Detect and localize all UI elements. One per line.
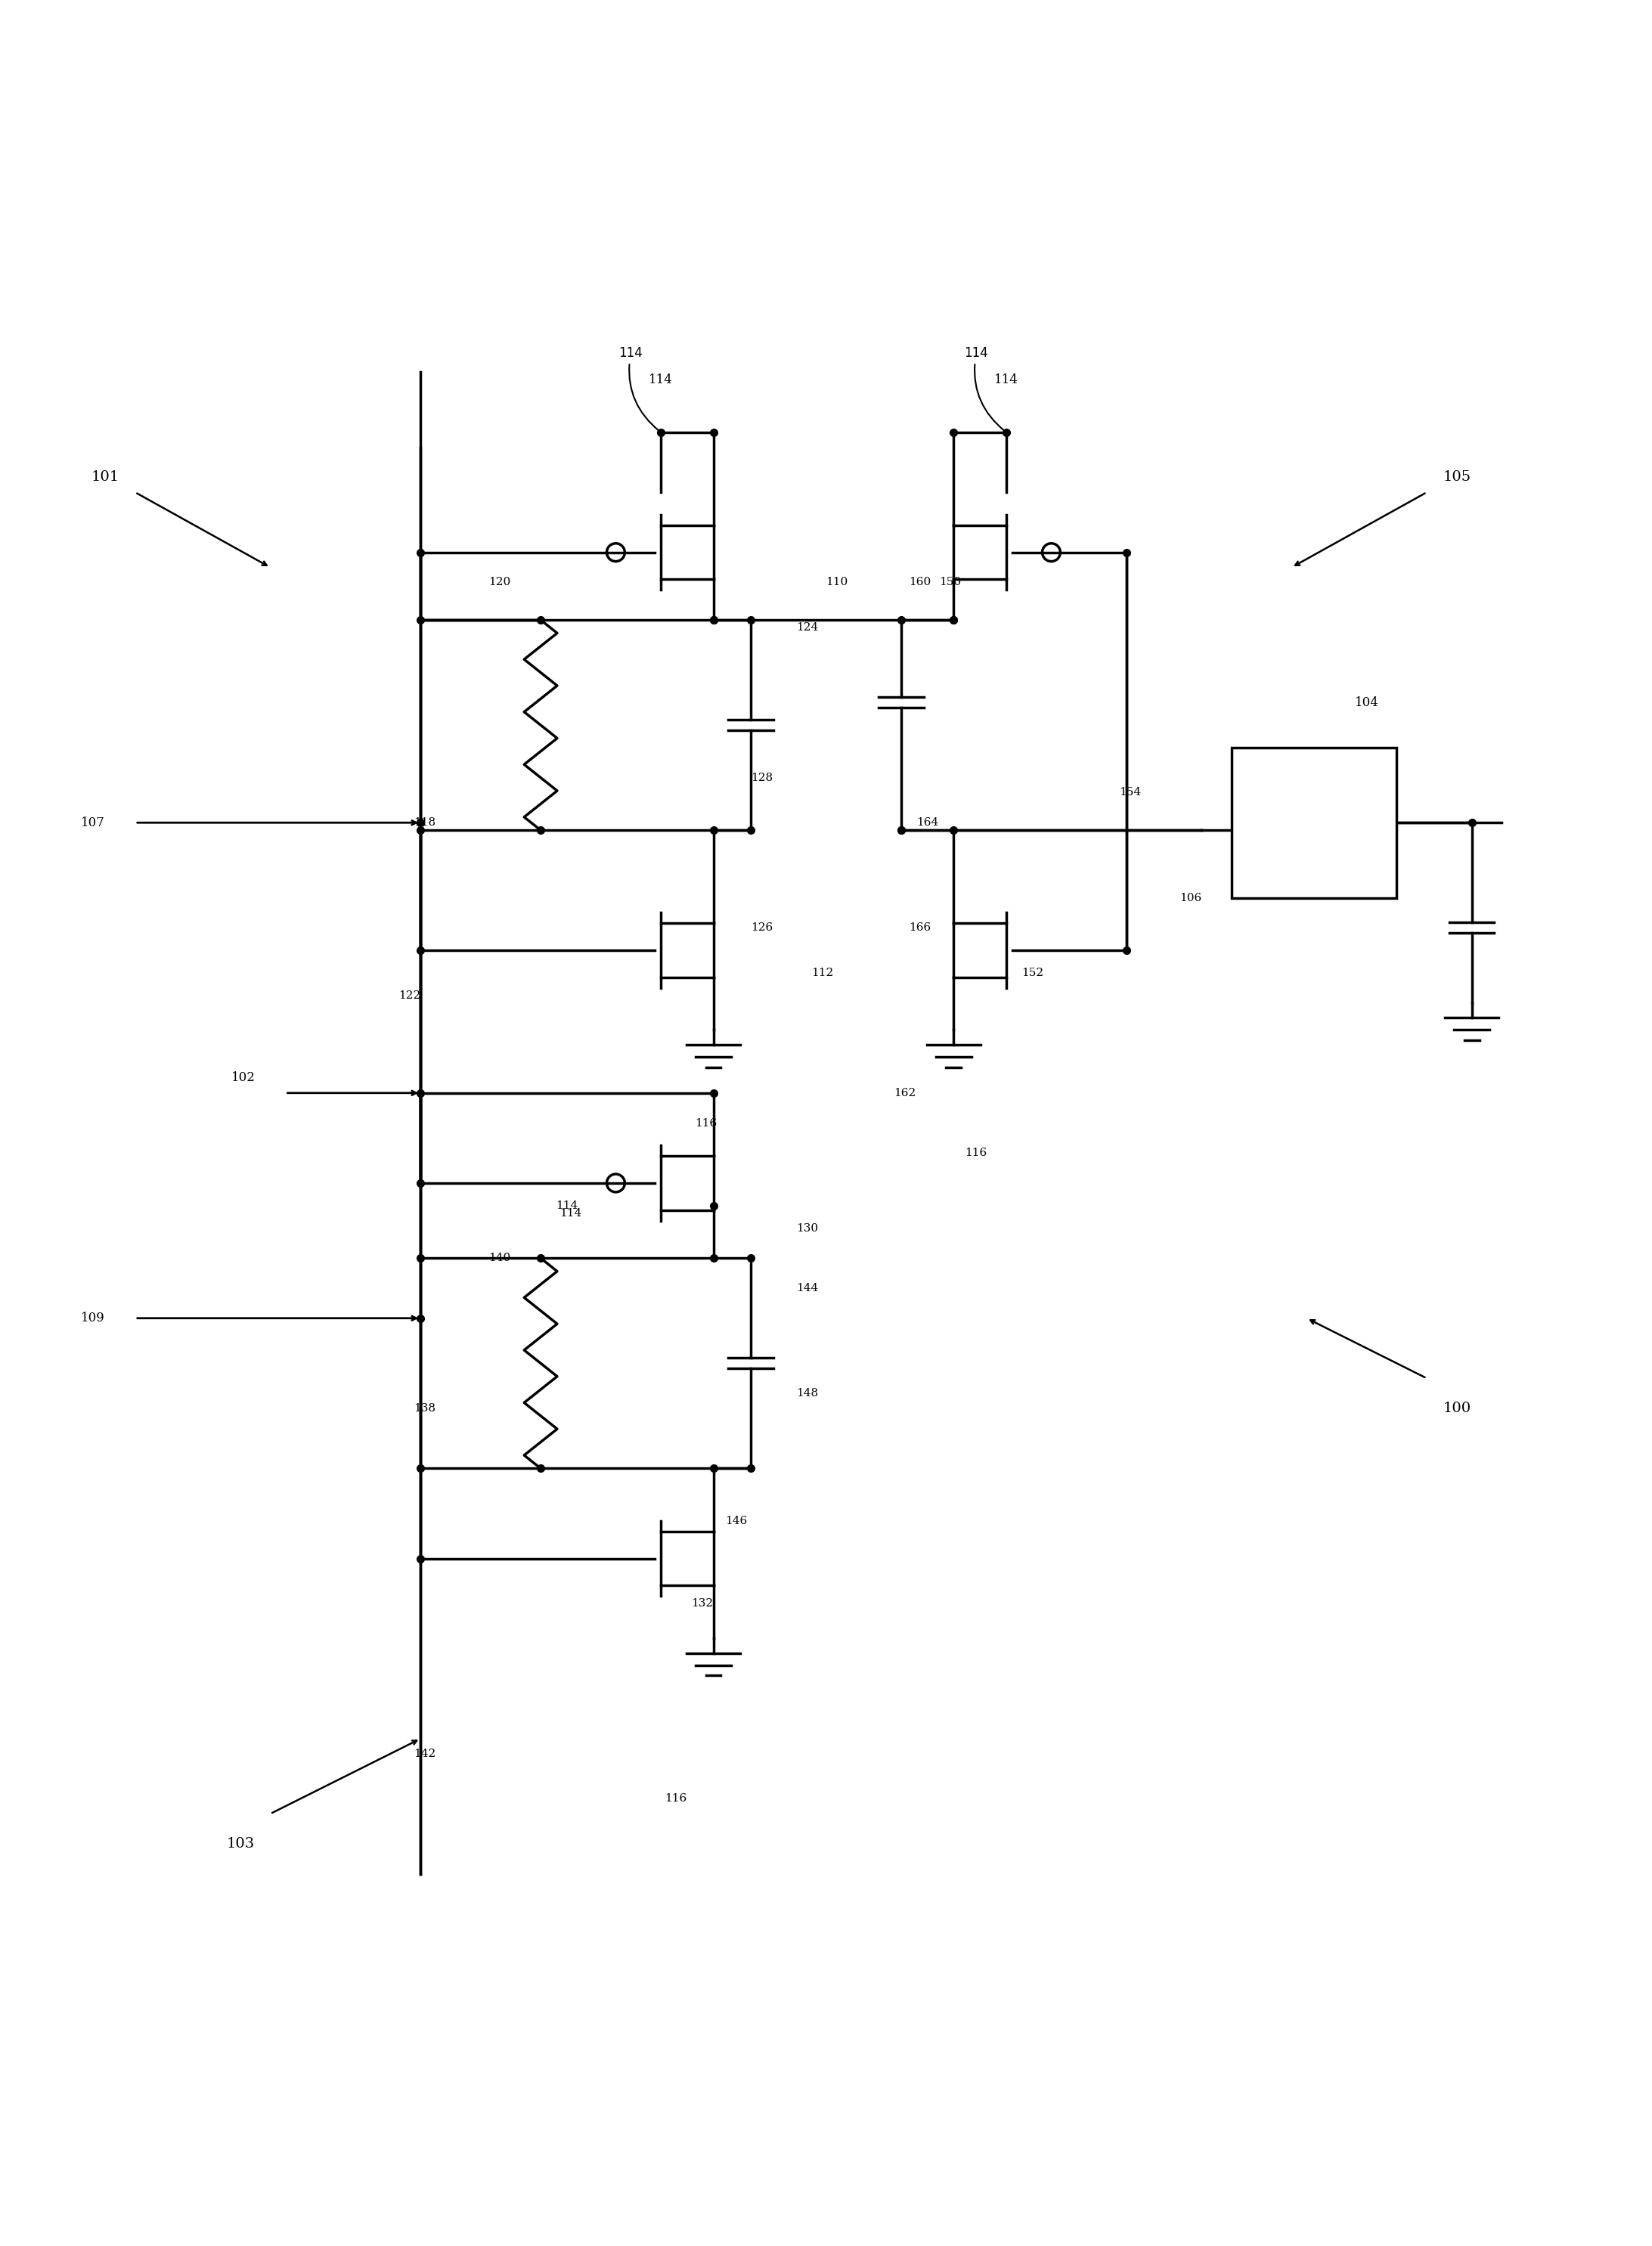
- Text: 100: 100: [1442, 1402, 1470, 1415]
- Text: 154: 154: [1120, 788, 1142, 797]
- Text: 107: 107: [81, 815, 106, 829]
- Text: 114: 114: [649, 373, 672, 386]
- Text: 120: 120: [489, 577, 510, 588]
- Text: 116: 116: [965, 1148, 988, 1159]
- Bar: [1231, 748, 1396, 898]
- Text: 114: 114: [620, 346, 659, 431]
- Text: 152: 152: [1021, 968, 1044, 977]
- Text: 148: 148: [796, 1388, 818, 1399]
- Text: 116: 116: [664, 1795, 687, 1804]
- Text: 106: 106: [1180, 892, 1201, 903]
- Text: 122: 122: [398, 990, 421, 1002]
- Text: 124: 124: [796, 622, 818, 633]
- Text: 132: 132: [691, 1599, 714, 1608]
- Text: 150: 150: [938, 577, 961, 588]
- Text: 140: 140: [489, 1253, 510, 1264]
- Text: 103: 103: [226, 1837, 254, 1851]
- Text: 144: 144: [796, 1282, 818, 1294]
- Text: 114: 114: [965, 346, 1004, 431]
- Text: 160: 160: [909, 577, 932, 588]
- Text: 126: 126: [752, 923, 773, 932]
- Text: 112: 112: [811, 968, 833, 977]
- Text: 105: 105: [1442, 469, 1470, 485]
- Text: 164: 164: [917, 818, 938, 829]
- Text: 104: 104: [1355, 696, 1379, 710]
- Text: 138: 138: [413, 1404, 436, 1413]
- Text: 130: 130: [796, 1222, 818, 1233]
- Text: 114: 114: [995, 373, 1018, 386]
- Text: 162: 162: [894, 1087, 917, 1098]
- Text: 146: 146: [725, 1516, 747, 1527]
- Text: 118: 118: [413, 818, 436, 829]
- Text: 128: 128: [752, 773, 773, 784]
- Text: 116: 116: [695, 1119, 717, 1127]
- Text: 166: 166: [909, 923, 932, 932]
- Text: 110: 110: [826, 577, 847, 588]
- Text: 114: 114: [555, 1199, 578, 1211]
- Text: 101: 101: [91, 469, 119, 485]
- Text: 109: 109: [81, 1312, 106, 1325]
- Text: 102: 102: [231, 1071, 256, 1085]
- Text: 142: 142: [413, 1747, 436, 1759]
- Text: 114: 114: [560, 1208, 582, 1217]
